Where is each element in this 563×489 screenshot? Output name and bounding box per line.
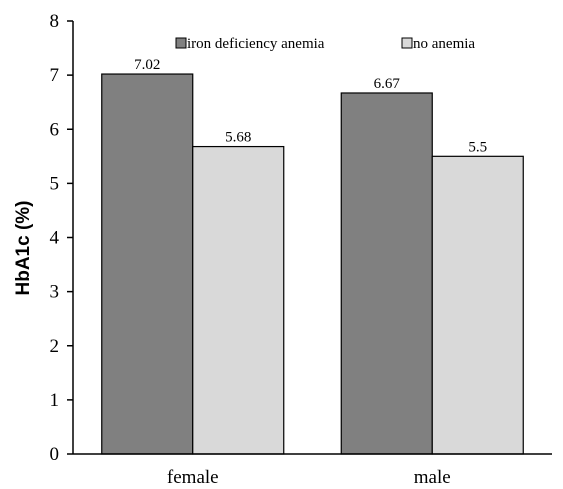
bar-female-ida [101,73,194,455]
legend-label: no anemia [413,36,475,52]
data-label: 5.68 [225,130,251,146]
y-tick-label: 1 [50,390,60,411]
y-tick-label: 2 [50,336,60,357]
y-axis: 0 1 2 3 4 5 6 7 8 [50,11,73,465]
legend-label: iron deficiency anemia [187,36,325,52]
y-tick-label: 3 [50,282,60,303]
legend-swatch [401,37,413,49]
data-label: 6.67 [374,76,401,92]
data-label: 7.02 [134,57,160,73]
y-axis-title: HbA1c (%) [13,200,34,295]
bar-male-ida [340,92,433,455]
bar-female-no-anemia [192,145,285,455]
y-tick-label: 5 [50,173,60,194]
y-tick-label: 6 [50,119,60,140]
x-category-label: female [167,467,219,488]
x-axis: female male [167,467,451,488]
y-tick-label: 0 [50,444,60,465]
data-label: 5.5 [468,139,487,155]
y-tick-label: 4 [50,228,60,249]
bar-male-no-anemia [431,155,524,455]
y-tick-label: 7 [50,65,60,86]
y-tick-label: 8 [50,11,60,32]
bars [101,73,524,455]
legend-swatch [175,37,187,49]
legend: iron deficiency anemia no anemia [175,36,475,52]
data-labels: 7.02 5.68 6.67 5.5 [134,57,487,155]
x-category-label: male [414,467,451,488]
